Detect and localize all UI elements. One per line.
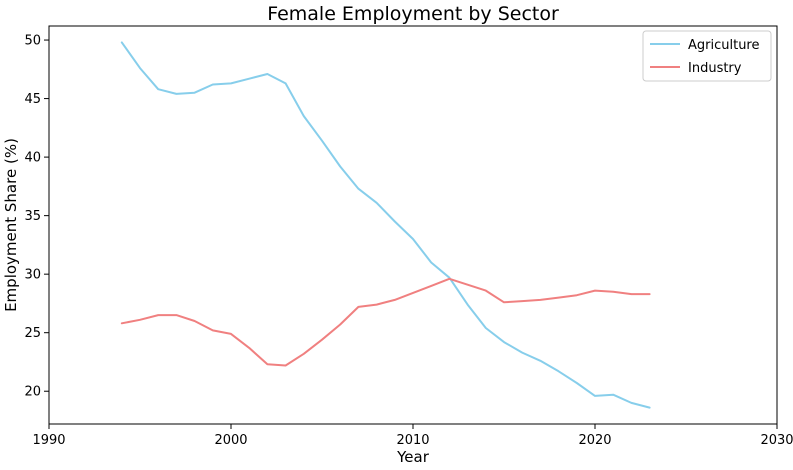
series-layer [120,41,651,409]
y-tick-label-30: 30 [24,268,41,283]
series-line-industry [120,277,651,367]
x-tick-label-2020: 2020 [578,433,611,448]
y-tick-label-40: 40 [24,151,41,166]
x-tick-label-1990: 1990 [32,433,65,448]
x-axis-label: Year [396,448,430,465]
y-tick-label-25: 25 [24,326,41,341]
y-tick-label-50: 50 [24,34,41,49]
chart-title: Female Employment by Sector [267,3,559,25]
y-tick-label-20: 20 [24,385,41,400]
legend-label-industry: Industry [688,61,742,76]
x-tick-label-2030: 2030 [760,433,793,448]
legend: Agriculture Industry [642,30,772,82]
y-axis-label: Employment Share (%) [2,138,20,312]
series-line-agriculture [120,41,651,409]
y-tick-label-45: 45 [24,92,41,107]
y-tick-label-35: 35 [24,209,41,224]
legend-label-agriculture: Agriculture [688,38,760,53]
x-axis: 1990 2000 2010 2020 2030 [32,424,793,448]
y-axis: 20 25 30 35 40 45 50 [24,34,49,400]
x-tick-label-2010: 2010 [396,433,429,448]
x-tick-label-2000: 2000 [214,433,247,448]
plot-area [48,25,778,425]
